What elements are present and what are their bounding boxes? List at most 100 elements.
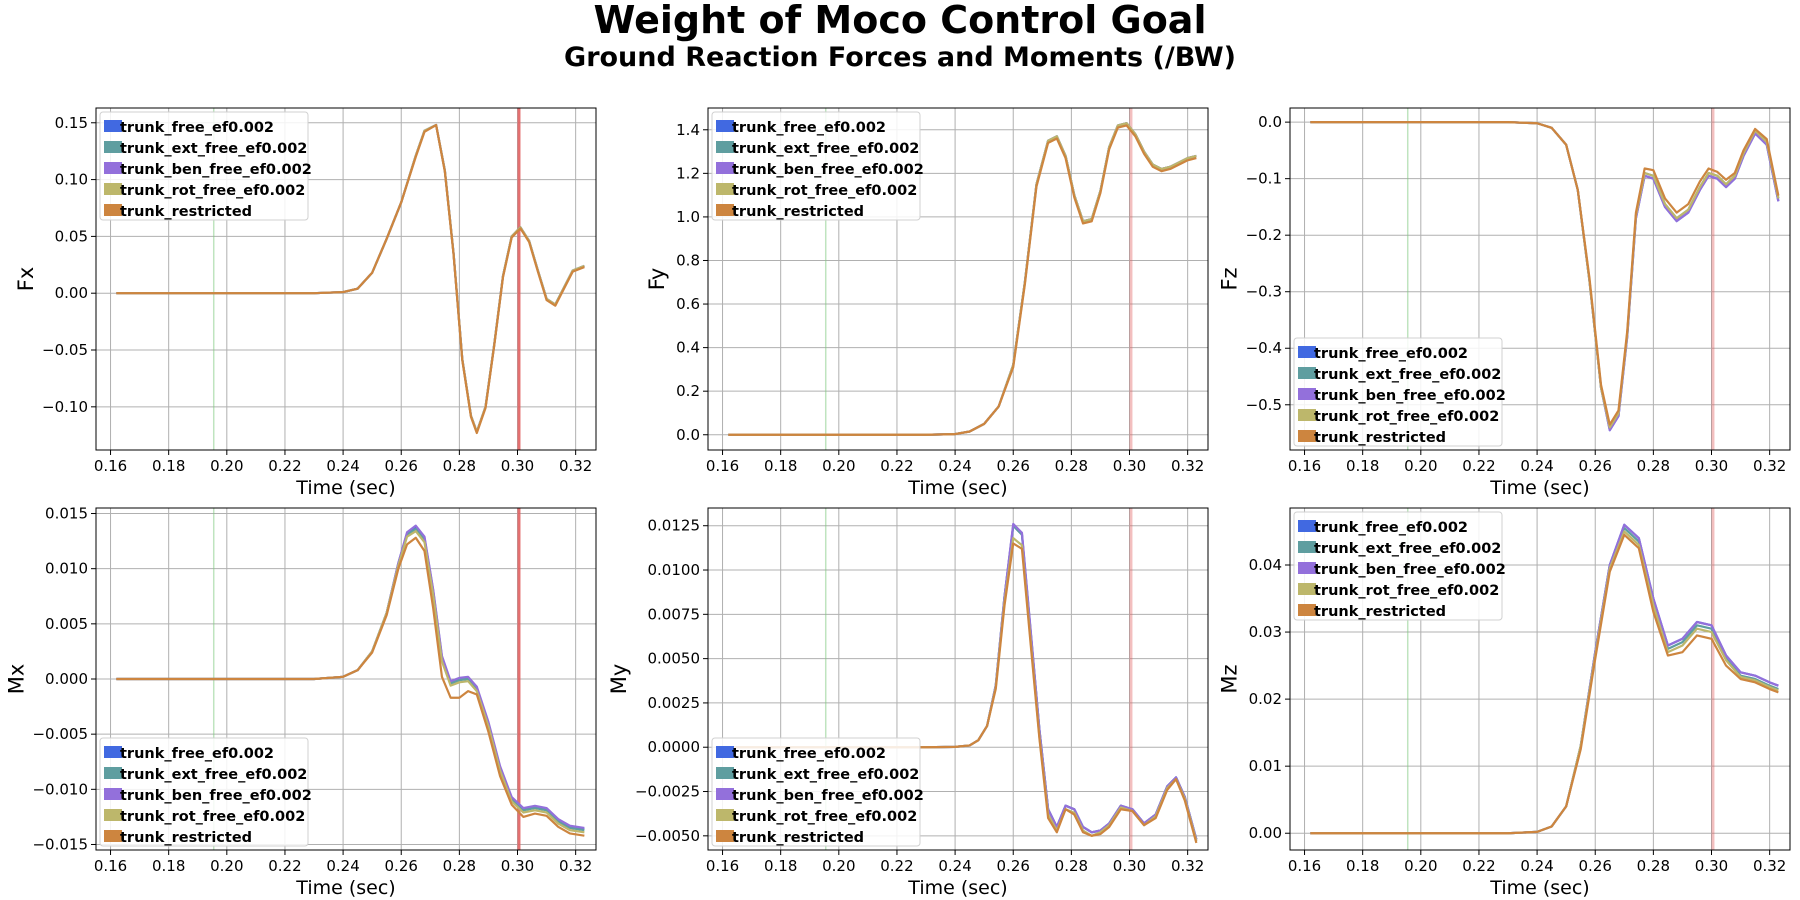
legend-label: trunk_rot_free_ef0.002 xyxy=(732,809,917,825)
legend-swatch xyxy=(716,830,734,842)
legend-label: trunk_free_ef0.002 xyxy=(1314,346,1468,362)
legend-swatch xyxy=(104,746,122,758)
legend-label: trunk_restricted xyxy=(120,204,252,220)
axes-frame xyxy=(1289,107,1791,451)
axes-frame xyxy=(95,107,597,451)
y-tick-label: −0.4 xyxy=(1246,339,1282,357)
x-tick-label: 0.16 xyxy=(94,457,127,475)
legend-label: trunk_ben_free_ef0.002 xyxy=(120,788,312,804)
x-tick-label: 0.28 xyxy=(443,857,476,875)
legend-label: trunk_ben_free_ef0.002 xyxy=(120,162,312,178)
panel-fx: 0.16 0.18 0.20 0.22 0.24 0.26 0.28 0.30 0.32 −0.1… xyxy=(14,107,597,499)
y-tick-label: 0.0125 xyxy=(648,517,701,535)
legend-swatch xyxy=(716,809,734,821)
y-tick-label: 0.8 xyxy=(676,251,700,269)
legend-label: trunk_ext_free_ef0.002 xyxy=(732,141,919,157)
x-tick-label: 0.32 xyxy=(1171,857,1204,875)
x-tick-label: 0.20 xyxy=(1404,857,1437,875)
x-tick-label: 0.30 xyxy=(1113,857,1146,875)
y-tick-label: 0.10 xyxy=(55,171,88,189)
x-tick-label: 0.30 xyxy=(1113,457,1146,475)
x-axis-label: Time (sec) xyxy=(295,477,395,499)
legend-label: trunk_restricted xyxy=(1314,430,1446,446)
legend-label: trunk_ben_free_ef0.002 xyxy=(732,162,924,178)
legend-swatch xyxy=(1298,346,1316,358)
x-tick-label: 0.26 xyxy=(997,857,1030,875)
legend-swatch xyxy=(716,767,734,779)
y-tick-label: −0.10 xyxy=(42,398,88,416)
x-tick-label: 0.18 xyxy=(152,457,185,475)
x-tick-label: 0.16 xyxy=(706,457,739,475)
x-tick-label: 0.16 xyxy=(1288,457,1321,475)
y-tick-label: 0.005 xyxy=(45,615,88,633)
x-tick-label: 0.30 xyxy=(501,457,534,475)
y-tick-label: −0.2 xyxy=(1246,226,1282,244)
y-axis-label: Fx xyxy=(14,267,38,292)
y-tick-label: 0.4 xyxy=(676,339,700,357)
y-tick-label: −0.015 xyxy=(32,835,88,853)
x-axis-label: Time (sec) xyxy=(295,877,395,899)
legend-swatch xyxy=(104,120,122,132)
legend-swatch xyxy=(104,204,122,216)
y-tick-label: 0.0100 xyxy=(648,561,701,579)
x-tick-label: 0.26 xyxy=(1579,457,1612,475)
legend-swatch xyxy=(1298,604,1316,616)
series-line-trunk_restricted xyxy=(1310,533,1779,835)
legend-label: trunk_rot_free_ef0.002 xyxy=(732,183,917,199)
legend-swatch xyxy=(716,788,734,800)
x-tick-label: 0.18 xyxy=(764,857,797,875)
x-tick-label: 0.24 xyxy=(938,857,971,875)
legend-label: trunk_free_ef0.002 xyxy=(732,120,886,136)
y-tick-label: 0.0050 xyxy=(648,650,701,668)
x-tick-label: 0.24 xyxy=(1520,457,1553,475)
legend-label: trunk_ext_free_ef0.002 xyxy=(120,141,307,157)
x-tick-label: 0.24 xyxy=(326,457,359,475)
x-tick-label: 0.26 xyxy=(997,457,1030,475)
legend-box xyxy=(1293,337,1503,447)
y-tick-label: −0.5 xyxy=(1246,396,1282,414)
x-axis-label: Time (sec) xyxy=(907,477,1007,499)
y-tick-label: −0.010 xyxy=(32,780,88,798)
legend-swatch xyxy=(716,141,734,153)
legend-swatch xyxy=(716,746,734,758)
y-tick-label: −0.005 xyxy=(32,725,88,743)
y-tick-label: 0.00 xyxy=(1249,824,1282,842)
legend-label: trunk_restricted xyxy=(1314,604,1446,620)
series-line-trunk_restricted xyxy=(116,123,585,435)
y-tick-label: 1.4 xyxy=(676,121,700,139)
x-tick-label: 0.24 xyxy=(1520,857,1553,875)
x-tick-label: 0.28 xyxy=(1637,457,1670,475)
y-axis-label: Fy xyxy=(645,268,669,291)
legend-box xyxy=(1293,511,1503,621)
legend-swatch xyxy=(104,162,122,174)
legend-label: trunk_rot_free_ef0.002 xyxy=(1314,409,1499,425)
x-tick-label: 0.32 xyxy=(559,457,592,475)
x-tick-label: 0.18 xyxy=(152,857,185,875)
legend: trunk_free_ef0.002 trunk_ext_free_ef0.002… xyxy=(99,737,312,847)
x-tick-label: 0.28 xyxy=(443,457,476,475)
y-tick-label: −0.0025 xyxy=(635,783,700,801)
y-tick-label: 0.01 xyxy=(1249,757,1282,775)
x-tick-label: 0.32 xyxy=(1171,457,1204,475)
legend-swatch xyxy=(104,183,122,195)
panel-mz: 0.16 0.18 0.20 0.22 0.24 0.26 0.28 0.30 0.32 0.00… xyxy=(1217,507,1791,899)
legend-box xyxy=(99,111,309,221)
legend-swatch xyxy=(104,809,122,821)
x-tick-label: 0.22 xyxy=(880,457,913,475)
legend-swatch xyxy=(1298,409,1316,421)
y-axis-label: Mz xyxy=(1217,664,1241,693)
legend-label: trunk_ben_free_ef0.002 xyxy=(732,788,924,804)
legend-label: trunk_ext_free_ef0.002 xyxy=(120,767,307,783)
legend-label: trunk_rot_free_ef0.002 xyxy=(120,809,305,825)
x-axis-label: Time (sec) xyxy=(907,877,1007,899)
series-line-trunk_restricted xyxy=(116,536,585,837)
legend: trunk_free_ef0.002 trunk_ext_free_ef0.002… xyxy=(711,737,924,847)
legend-label: trunk_free_ef0.002 xyxy=(120,120,274,136)
x-tick-label: 0.20 xyxy=(1404,457,1437,475)
x-tick-label: 0.22 xyxy=(1462,857,1495,875)
x-tick-label: 0.16 xyxy=(1288,857,1321,875)
panel-fy: 0.16 0.18 0.20 0.22 0.24 0.26 0.28 0.30 0.32 0.0 0… xyxy=(645,107,1209,499)
legend-swatch xyxy=(1298,541,1316,553)
legend-swatch xyxy=(716,204,734,216)
legend-swatch xyxy=(1298,520,1316,532)
